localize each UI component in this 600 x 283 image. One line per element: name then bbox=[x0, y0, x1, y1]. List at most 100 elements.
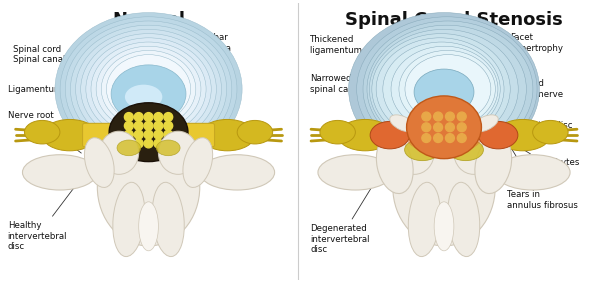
Ellipse shape bbox=[407, 96, 481, 159]
Ellipse shape bbox=[399, 50, 496, 128]
Ellipse shape bbox=[70, 25, 227, 153]
Text: Spinal Canal Stenosis: Spinal Canal Stenosis bbox=[345, 11, 563, 29]
Text: Normal: Normal bbox=[112, 11, 185, 29]
Ellipse shape bbox=[367, 25, 526, 153]
Ellipse shape bbox=[495, 155, 570, 190]
Ellipse shape bbox=[157, 140, 180, 156]
Ellipse shape bbox=[318, 155, 393, 190]
Circle shape bbox=[134, 130, 143, 139]
Ellipse shape bbox=[111, 65, 186, 123]
Ellipse shape bbox=[533, 121, 568, 144]
Circle shape bbox=[154, 121, 163, 130]
Ellipse shape bbox=[363, 21, 533, 157]
FancyBboxPatch shape bbox=[378, 123, 510, 147]
Text: Thickened
ligamentum flavum: Thickened ligamentum flavum bbox=[310, 35, 415, 143]
Ellipse shape bbox=[158, 140, 178, 175]
Text: Tears in
annulus fibrosus: Tears in annulus fibrosus bbox=[477, 91, 578, 209]
Ellipse shape bbox=[376, 136, 413, 194]
Ellipse shape bbox=[42, 119, 97, 151]
Circle shape bbox=[144, 121, 153, 130]
Ellipse shape bbox=[55, 12, 242, 166]
Circle shape bbox=[154, 139, 163, 148]
Circle shape bbox=[154, 130, 163, 139]
Ellipse shape bbox=[25, 121, 60, 144]
Ellipse shape bbox=[200, 119, 255, 151]
Ellipse shape bbox=[119, 140, 139, 175]
Ellipse shape bbox=[390, 115, 415, 132]
Circle shape bbox=[134, 139, 143, 148]
Ellipse shape bbox=[101, 50, 196, 128]
Circle shape bbox=[445, 134, 454, 142]
Ellipse shape bbox=[65, 21, 232, 157]
Ellipse shape bbox=[76, 29, 221, 149]
Ellipse shape bbox=[113, 182, 145, 257]
Ellipse shape bbox=[408, 182, 440, 257]
Ellipse shape bbox=[393, 128, 495, 246]
Ellipse shape bbox=[85, 138, 114, 187]
Ellipse shape bbox=[376, 38, 504, 140]
Ellipse shape bbox=[139, 202, 158, 251]
Ellipse shape bbox=[97, 128, 200, 246]
Circle shape bbox=[422, 112, 431, 121]
Ellipse shape bbox=[391, 46, 498, 132]
Ellipse shape bbox=[448, 139, 484, 161]
Ellipse shape bbox=[338, 119, 393, 151]
Circle shape bbox=[164, 113, 173, 121]
Ellipse shape bbox=[125, 85, 163, 109]
Ellipse shape bbox=[495, 119, 550, 151]
Text: Narrowed
spinal canal: Narrowed spinal canal bbox=[310, 74, 429, 139]
Ellipse shape bbox=[414, 69, 474, 115]
Ellipse shape bbox=[370, 121, 410, 149]
Text: Nerve root: Nerve root bbox=[8, 111, 82, 153]
Circle shape bbox=[445, 123, 454, 132]
Ellipse shape bbox=[200, 155, 275, 190]
Ellipse shape bbox=[434, 202, 454, 251]
Circle shape bbox=[124, 121, 133, 130]
Circle shape bbox=[422, 134, 431, 142]
Ellipse shape bbox=[475, 136, 512, 194]
Circle shape bbox=[144, 139, 153, 148]
Ellipse shape bbox=[81, 34, 217, 145]
Text: Facet
hypertrophy: Facet hypertrophy bbox=[492, 33, 563, 160]
Circle shape bbox=[445, 112, 454, 121]
Ellipse shape bbox=[395, 131, 434, 174]
Ellipse shape bbox=[349, 12, 539, 166]
Ellipse shape bbox=[91, 42, 206, 136]
Ellipse shape bbox=[99, 131, 139, 174]
Ellipse shape bbox=[86, 38, 211, 140]
Ellipse shape bbox=[405, 55, 491, 123]
Ellipse shape bbox=[109, 103, 188, 162]
Circle shape bbox=[134, 113, 143, 121]
Ellipse shape bbox=[448, 182, 480, 257]
Ellipse shape bbox=[117, 140, 140, 156]
Text: Facet
joint: Facet joint bbox=[193, 84, 221, 158]
Text: Spondylophytes: Spondylophytes bbox=[483, 125, 580, 167]
Ellipse shape bbox=[383, 42, 500, 136]
Ellipse shape bbox=[356, 17, 537, 161]
Ellipse shape bbox=[22, 155, 97, 190]
Circle shape bbox=[144, 130, 153, 139]
Ellipse shape bbox=[152, 182, 184, 257]
Ellipse shape bbox=[370, 29, 518, 149]
Ellipse shape bbox=[60, 17, 237, 161]
Circle shape bbox=[124, 113, 133, 121]
Ellipse shape bbox=[426, 131, 462, 155]
Text: Ligamentum flavum: Ligamentum flavum bbox=[8, 85, 119, 141]
Text: Pinched
spinal nerve: Pinched spinal nerve bbox=[497, 79, 563, 133]
Circle shape bbox=[124, 130, 133, 139]
Circle shape bbox=[434, 112, 443, 121]
FancyBboxPatch shape bbox=[83, 123, 215, 147]
Text: Degenerated
intervertebral
disc: Degenerated intervertebral disc bbox=[310, 72, 443, 254]
Ellipse shape bbox=[478, 121, 518, 149]
Ellipse shape bbox=[407, 122, 481, 154]
Ellipse shape bbox=[454, 131, 493, 174]
Ellipse shape bbox=[106, 55, 191, 123]
Circle shape bbox=[164, 121, 173, 130]
Circle shape bbox=[422, 123, 431, 132]
Circle shape bbox=[434, 123, 443, 132]
Ellipse shape bbox=[320, 121, 355, 144]
Ellipse shape bbox=[473, 115, 498, 132]
Circle shape bbox=[144, 113, 153, 121]
Ellipse shape bbox=[372, 34, 510, 145]
Circle shape bbox=[154, 113, 163, 121]
